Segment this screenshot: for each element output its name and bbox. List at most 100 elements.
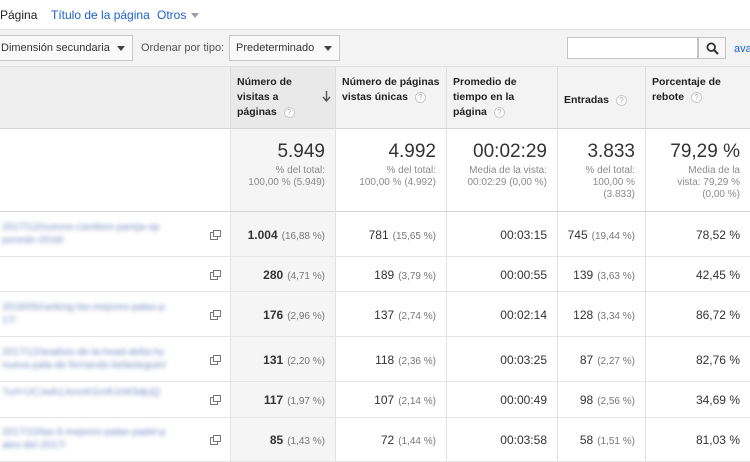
unique-pageviews-percent: (3,79 %) (398, 271, 436, 282)
table-row: ?url=UCJwA1JoncKGmfUzW3djcjQ 117 (1,97 %) 1… (0, 382, 750, 418)
bounce-rate-cell: 86,72 % (646, 292, 750, 336)
search-input[interactable] (567, 37, 698, 59)
page-cell: 2017/12/nuevos-cambios-pareja-op ponedo-2… (0, 212, 231, 256)
header-bounce-rate[interactable]: Porcentaje de rebote ? (646, 67, 750, 129)
entrances-cell: 98 (2,56 %) (558, 382, 646, 417)
secondary-dimension-dropdown[interactable]: Dimensión secundaria (0, 35, 133, 61)
header-unique-pageviews[interactable]: Número de páginas vistas únicas ? (336, 67, 447, 129)
pageviews-percent: (2,20 %) (287, 356, 325, 367)
page-path-link[interactable]: 2017/10/las-5-mejores-palas-padel-p (2, 427, 166, 438)
tab-page[interactable]: Página (0, 8, 38, 31)
search-button[interactable] (698, 37, 726, 59)
avg-time-value: 00:00:49 (500, 393, 547, 407)
bounce-rate-value: 34,69 % (695, 393, 740, 407)
open-page-icon[interactable] (210, 310, 221, 320)
unique-pageviews-value: 189 (374, 268, 395, 282)
tab-others[interactable]: Otros (157, 8, 200, 22)
page-cell: 2017/12/analisis-de-la-head-delta-hy nuev… (0, 337, 231, 381)
page-path-link[interactable]: 2017/12/analisis-de-la-head-delta-hy (2, 347, 165, 358)
pageviews-value: 280 (263, 268, 284, 282)
header-pageviews[interactable]: Número de visitas a páginas ? (231, 67, 336, 129)
pageviews-percent: (16,88 %) (281, 231, 325, 242)
bounce-rate-cell: 42,45 % (646, 257, 750, 291)
avg-time-cell: 00:00:55 (447, 257, 558, 291)
total-pageviews-value: 5.949 (277, 141, 325, 162)
open-page-icon[interactable] (210, 395, 221, 405)
tab-page-title[interactable]: Título de la página (51, 8, 150, 22)
entrances-cell: 87 (2,27 %) (558, 337, 646, 381)
total-avg-time-value: 00:02:29 (473, 141, 547, 162)
entrances-percent: (3,63 %) (597, 271, 635, 282)
sort-type-dropdown[interactable]: Predeterminado (229, 35, 340, 61)
unique-pageviews-cell: 189 (3,79 %) (336, 257, 447, 291)
pageviews-value: 85 (269, 433, 284, 447)
pageviews-cell: 280 (4,71 %) (231, 257, 336, 291)
page-cell (0, 257, 231, 291)
avg-time-cell: 00:03:58 (447, 418, 558, 461)
page-path-link[interactable]: 2018/05/ranking-las-mejores-palas-p (2, 302, 165, 313)
unique-pageviews-value: 781 (368, 228, 389, 242)
unique-pageviews-percent: (2,14 %) (398, 396, 436, 407)
entrances-value: 128 (573, 308, 594, 322)
pageviews-percent: (1,43 %) (287, 436, 325, 447)
page-path-link-cont[interactable]: nueva-pala-de-fernando-belasteguin/ (2, 360, 167, 371)
total-unique-share: % del total: 100,00 % (4.992) (359, 165, 436, 188)
header-page-column (0, 67, 231, 129)
open-page-icon[interactable] (210, 355, 221, 365)
page-path-link-cont[interactable]: 17/ (2, 315, 16, 326)
header-entrances-label: Entradas (564, 94, 609, 106)
total-avg-time-share: Media de la vista: 00:02:29 (0,00 %) (467, 165, 548, 188)
pageviews-cell: 131 (2,20 %) (231, 337, 336, 381)
chevron-down-icon (117, 46, 125, 51)
open-page-icon[interactable] (210, 230, 221, 240)
total-unique-value: 4.992 (388, 141, 436, 162)
help-icon[interactable]: ? (691, 91, 703, 103)
totals-label-cell (0, 129, 231, 212)
page-cell: 2018/05/ranking-las-mejores-palas-p 17/ (0, 292, 231, 336)
bounce-rate-value: 81,03 % (695, 433, 740, 447)
pageviews-value: 131 (263, 353, 284, 367)
total-bounce-rate: 79,29 % Media de la vista: 79,29 % (0,00 %… (646, 129, 750, 212)
help-icon[interactable]: ? (493, 106, 505, 118)
avg-time-value: 00:02:14 (500, 308, 547, 322)
avg-time-value: 00:00:55 (500, 268, 547, 282)
table-row: 2017/10/las-5-mejores-palas-padel-p ales-… (0, 418, 750, 462)
avg-time-value: 00:03:25 (500, 353, 547, 367)
page-cell: ?url=UCJwA1JoncKGmfUzW3djcjQ (0, 382, 231, 417)
pageviews-value: 176 (263, 308, 284, 322)
unique-pageviews-cell: 72 (1,44 %) (336, 418, 447, 461)
unique-pageviews-value: 137 (374, 308, 395, 322)
help-icon[interactable]: ? (283, 106, 295, 118)
help-icon[interactable]: ? (615, 94, 627, 106)
bounce-rate-value: 82,76 % (695, 353, 740, 367)
header-entrances[interactable]: Entradas ? (558, 67, 646, 129)
table-row: 2018/05/ranking-las-mejores-palas-p 17/17… (0, 292, 750, 337)
header-pageviews-label: Número de visitas a páginas (237, 76, 292, 118)
table-row: 280 (4,71 %) 189 (3,79 %) 00:00:55 139 (3,63 %… (0, 257, 750, 292)
unique-pageviews-percent: (2,74 %) (398, 311, 436, 322)
page-path-link[interactable]: 2017/12/nuevos-cambios-pareja-op (2, 222, 160, 233)
pageviews-cell: 176 (2,96 %) (231, 292, 336, 336)
unique-pageviews-percent: (15,65 %) (392, 231, 436, 242)
page-path-link-cont[interactable]: ales-del-2017/ (2, 440, 66, 451)
chevron-down-icon (324, 46, 332, 51)
page-path-link[interactable]: ?url=UCJwA1JoncKGmfUzW3djcjQ (2, 387, 161, 398)
open-page-icon[interactable] (210, 435, 221, 445)
page-path-link-cont[interactable]: ponedo-2018/ (2, 235, 64, 246)
help-icon[interactable]: ? (414, 91, 426, 103)
sort-descending-icon[interactable] (322, 91, 331, 102)
table-toolbar: Dimensión secundaria Ordenar por tipo: P… (0, 29, 750, 67)
header-unique-pageviews-label: Número de páginas vistas únicas (342, 76, 440, 103)
total-pageviews-share: % del total: 100,00 % (5.949) (248, 165, 325, 188)
entrances-cell: 139 (3,63 %) (558, 257, 646, 291)
bounce-rate-value: 78,52 % (695, 228, 740, 242)
header-avg-time[interactable]: Promedio de tiempo en la página ? (447, 67, 558, 129)
unique-pageviews-cell: 781 (15,65 %) (336, 212, 447, 256)
secondary-dimension-label: Dimensión secundaria (1, 42, 110, 54)
unique-pageviews-cell: 107 (2,14 %) (336, 382, 447, 417)
entrances-value: 139 (573, 268, 594, 282)
search-icon (706, 42, 719, 55)
open-page-icon[interactable] (210, 270, 221, 280)
advanced-link[interactable]: avanzado (734, 43, 750, 55)
unique-pageviews-percent: (2,36 %) (398, 356, 436, 367)
